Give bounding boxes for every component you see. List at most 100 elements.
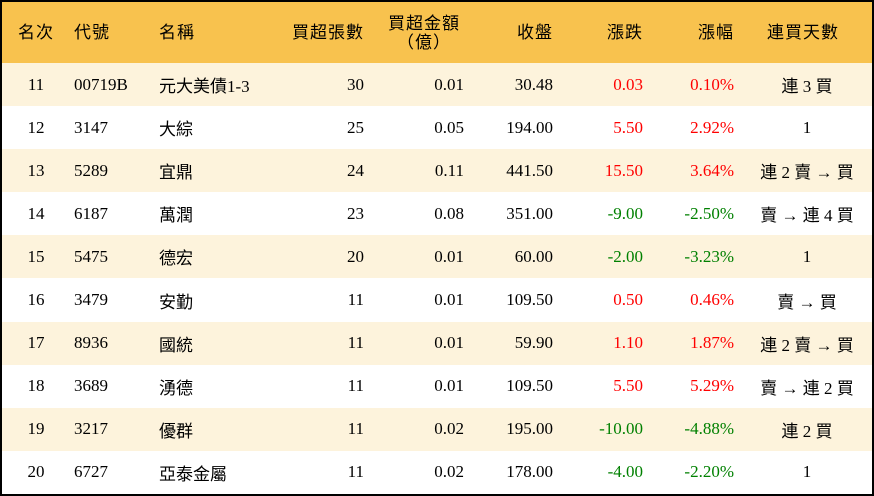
cell-code: 8936: [74, 333, 108, 353]
cell-name: 湧德: [159, 378, 193, 398]
header-name: 名稱: [159, 23, 195, 42]
table-row: 11 00719B 元大美債1-3 30 0.01 30.48 0.03 0.10% 連 3 買: [2, 63, 872, 107]
cell-code: 5475: [74, 246, 108, 266]
table-row: 19 3217 優群 11 0.02 195.00 -10.00 -4.88% 連 2 買: [2, 407, 872, 451]
cell-change: 5.50: [613, 117, 643, 137]
header-amount-line1: 買超金額: [388, 13, 460, 33]
header-close: 收盤: [517, 23, 553, 42]
cell-rank: 19: [27, 419, 45, 439]
header-rank: 名次: [18, 23, 54, 42]
cell-streak: 賣 → 買: [777, 292, 837, 312]
cell-shares: 11: [347, 462, 364, 482]
cell-rank: 16: [27, 290, 45, 310]
cell-pct: -3.23%: [684, 246, 734, 266]
cell-code: 6187: [74, 203, 108, 223]
cell-pct: 0.46%: [690, 290, 734, 310]
cell-close: 109.50: [506, 376, 553, 396]
cell-rank: 17: [27, 333, 45, 353]
cell-name: 亞泰金屬: [159, 464, 227, 484]
cell-name: 國統: [159, 335, 193, 355]
cell-pct: 0.10%: [690, 74, 734, 94]
cell-close: 351.00: [506, 203, 553, 223]
cell-name: 大綜: [159, 120, 193, 140]
cell-change: -9.00: [607, 203, 643, 223]
cell-streak: 連 2 賣 → 買: [760, 163, 854, 183]
header-change: 漲跌: [607, 23, 643, 42]
cell-rank: 20: [27, 462, 45, 482]
cell-shares: 11: [347, 376, 364, 396]
cell-amount: 0.01: [434, 376, 464, 396]
header-amount: 買超金額 （億）: [364, 2, 464, 63]
cell-rank: 15: [27, 246, 45, 266]
table-row: 20 6727 亞泰金屬 11 0.02 178.00 -4.00 -2.20% 1: [2, 451, 872, 494]
table-row: 13 5289 宜鼎 24 0.11 441.50 15.50 3.64% 連 2 賣 → 買: [2, 149, 872, 193]
cell-pct: 5.29%: [690, 376, 734, 396]
cell-amount: 0.02: [434, 462, 464, 482]
cell-streak: 連 3 買: [781, 77, 833, 97]
table-row: 15 5475 德宏 20 0.01 60.00 -2.00 -3.23% 1: [2, 235, 872, 279]
cell-amount: 0.01: [434, 246, 464, 266]
cell-code: 00719B: [74, 74, 128, 94]
cell-shares: 11: [347, 419, 364, 439]
cell-amount: 0.01: [434, 74, 464, 94]
cell-amount: 0.11: [434, 160, 464, 180]
cell-amount: 0.02: [434, 419, 464, 439]
cell-rank: 14: [27, 203, 45, 223]
cell-code: 3217: [74, 419, 108, 439]
cell-close: 441.50: [506, 160, 553, 180]
cell-pct: -2.50%: [684, 203, 734, 223]
cell-change: 15.50: [604, 160, 643, 180]
cell-streak: 連 2 賣 → 買: [760, 335, 854, 355]
cell-rank: 12: [27, 117, 45, 137]
table-row: 16 3479 安勤 11 0.01 109.50 0.50 0.46% 賣 → 買: [2, 278, 872, 321]
cell-change: 5.50: [613, 376, 643, 396]
cell-pct: -2.20%: [684, 462, 734, 482]
cell-name: 德宏: [159, 249, 193, 269]
cell-pct: 2.92%: [690, 117, 734, 137]
cell-close: 109.50: [506, 290, 553, 310]
cell-amount: 0.08: [434, 203, 464, 223]
cell-close: 30.48: [514, 74, 553, 94]
cell-name: 萬潤: [159, 206, 193, 226]
cell-shares: 11: [347, 333, 364, 353]
header-shares: 買超張數: [292, 23, 364, 42]
cell-streak: 1: [802, 117, 812, 137]
cell-code: 3689: [74, 376, 108, 396]
cell-pct: 1.87%: [690, 333, 734, 353]
cell-change: -4.00: [607, 462, 643, 482]
cell-name: 安勤: [159, 292, 193, 312]
cell-shares: 25: [347, 117, 364, 137]
cell-streak: 1: [802, 462, 812, 482]
cell-streak: 1: [802, 246, 812, 266]
table-row: 14 6187 萬潤 23 0.08 351.00 -9.00 -2.50% 賣 → 連 4 買: [2, 192, 872, 235]
header-code: 代號: [74, 23, 110, 42]
header-amount-line2: （億）: [397, 32, 451, 52]
cell-change: 0.50: [613, 290, 643, 310]
cell-amount: 0.01: [434, 290, 464, 310]
cell-streak: 連 2 買: [781, 421, 833, 441]
cell-change: 0.03: [613, 74, 643, 94]
cell-rank: 11: [27, 74, 45, 94]
cell-shares: 24: [347, 160, 364, 180]
table-row: 18 3689 湧德 11 0.01 109.50 5.50 5.29% 賣 → 連 2 買: [2, 365, 872, 408]
cell-code: 3147: [74, 117, 108, 137]
cell-shares: 30: [347, 74, 364, 94]
cell-close: 59.90: [514, 333, 553, 353]
cell-shares: 20: [347, 246, 364, 266]
cell-shares: 11: [347, 290, 364, 310]
table-row: 12 3147 大綜 25 0.05 194.00 5.50 2.92% 1: [2, 106, 872, 149]
cell-pct: 3.64%: [690, 160, 734, 180]
cell-code: 3479: [74, 290, 108, 310]
table-header-row: 名次 代號 名稱 買超張數 買超金額 （億） 收盤 漲跌 漲幅 連買天數: [2, 2, 872, 63]
cell-name: 元大美債1-3: [159, 77, 250, 97]
header-pct: 漲幅: [698, 23, 734, 42]
cell-streak: 賣 → 連 4 買: [760, 206, 854, 226]
cell-name: 優群: [159, 421, 193, 441]
table-row: 17 8936 國統 11 0.01 59.90 1.10 1.87% 連 2 賣 → 買: [2, 321, 872, 365]
cell-change: 1.10: [613, 333, 643, 353]
cell-amount: 0.05: [434, 117, 464, 137]
cell-change: -2.00: [607, 246, 643, 266]
cell-pct: -4.88%: [684, 419, 734, 439]
cell-close: 194.00: [506, 117, 553, 137]
